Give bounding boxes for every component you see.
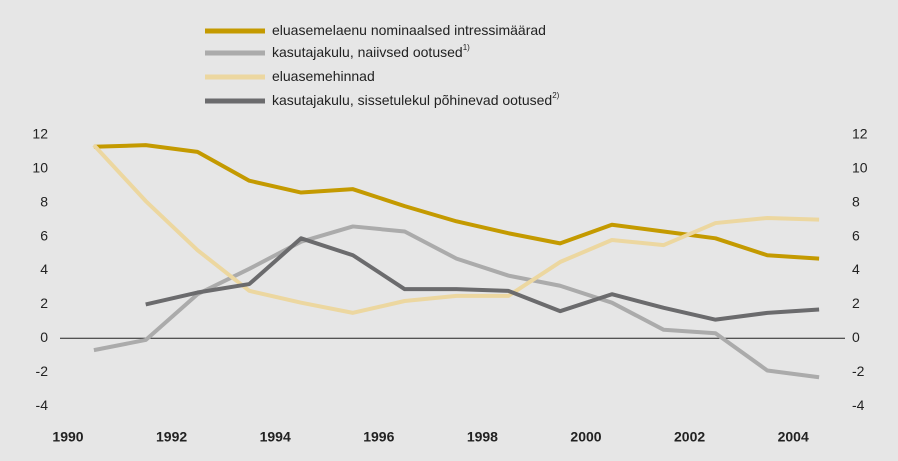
- legend-label: kasutajakulu, sissetulekul põhinevad oot…: [272, 91, 560, 108]
- y-tick-label: -4: [36, 397, 49, 413]
- series-line: [93, 143, 820, 261]
- y2-tick-label: 4: [852, 261, 860, 277]
- x-tick-label: 1998: [467, 429, 498, 445]
- y2-tick-label: 8: [852, 193, 860, 209]
- y-tick-label: 6: [40, 227, 48, 243]
- series-line: [92, 143, 820, 315]
- x-tick-label: 1994: [260, 429, 291, 445]
- y-tick-label: 10: [32, 160, 48, 176]
- y-tick-label: 0: [40, 329, 48, 345]
- x-tick-label: 1992: [156, 429, 187, 445]
- legend-label: kasutajakulu, naiivsed ootused1): [272, 43, 470, 60]
- y-tick-label: 12: [32, 126, 48, 142]
- y-tick-label: 8: [40, 193, 48, 209]
- y2-tick-label: 0: [852, 329, 860, 345]
- y2-tick-label: 6: [852, 227, 860, 243]
- y2-tick-label: 2: [852, 295, 860, 311]
- x-tick-label: 2002: [674, 429, 705, 445]
- x-tick-label: 1990: [52, 429, 83, 445]
- x-tick-label: 1996: [363, 429, 394, 445]
- y-tick-label: 4: [40, 261, 48, 277]
- y2-tick-label: 10: [852, 160, 868, 176]
- y2-tick-label: -2: [852, 363, 865, 379]
- y-tick-label: -2: [36, 363, 49, 379]
- series-line: [93, 224, 820, 380]
- legend-name: kasutajakulu, naiivsed ootused: [272, 44, 463, 60]
- x-tick-label: 2000: [570, 429, 601, 445]
- legend-footnote: 1): [463, 43, 470, 52]
- x-tick-label: 2004: [778, 429, 809, 445]
- legend-label: eluasemelaenu nominaalsed intressimäärad: [272, 22, 546, 38]
- legend-label: eluasemehinnad: [272, 68, 375, 84]
- y2-tick-label: 12: [852, 126, 868, 142]
- legend-name: kasutajakulu, sissetulekul põhinevad oot…: [272, 92, 552, 108]
- legend-name: eluasemelaenu nominaalsed intressimäärad: [272, 22, 546, 38]
- legend-footnote: 2): [552, 91, 559, 100]
- series-line: [145, 236, 820, 322]
- y2-tick-label: -4: [852, 397, 865, 413]
- legend-name: eluasemehinnad: [272, 68, 375, 84]
- y-tick-label: 2: [40, 295, 48, 311]
